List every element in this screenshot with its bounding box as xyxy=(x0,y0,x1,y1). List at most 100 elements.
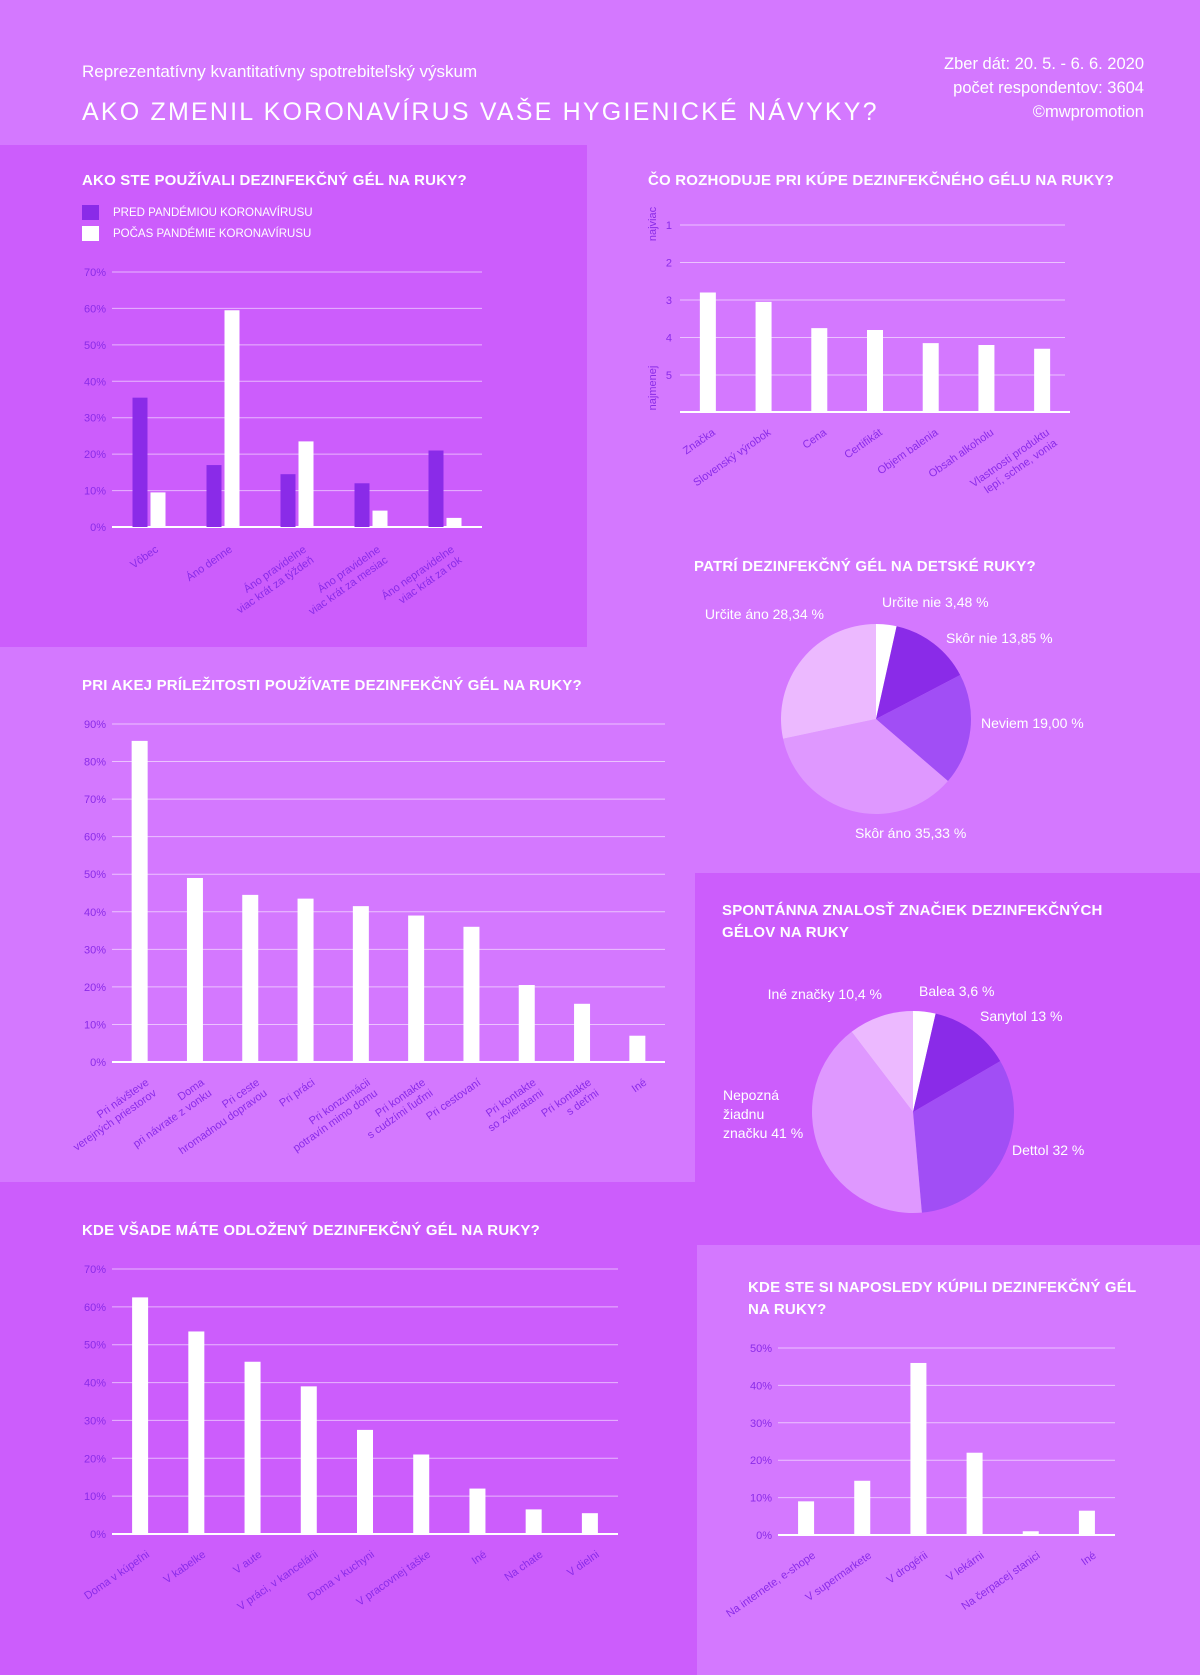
occasions-bar xyxy=(574,1003,591,1062)
header-subtitle: Reprezentatívny kvantitatívny spotrebite… xyxy=(82,62,478,81)
legend-swatch-before xyxy=(82,205,99,220)
kids-hands-slice-label: Určite nie 3,48 % xyxy=(882,594,989,610)
title-last-purchase: KDE STE SI NAPOSLEDY KÚPILI DEZINFEKČNÝ … xyxy=(748,1279,1137,1318)
gel-usage-bar-before xyxy=(428,450,444,527)
storage-ytick: 50% xyxy=(84,1340,106,1352)
purchase-factors-bar xyxy=(755,301,772,412)
occasions-category-label: Iné xyxy=(630,1077,649,1096)
last-purchase-bar xyxy=(910,1362,927,1535)
gel-usage-ytick: 70% xyxy=(84,267,106,279)
purchase-factors-ytick: 5 xyxy=(666,370,672,382)
purchase-factors-ytick: 2 xyxy=(666,258,672,270)
storage-ytick: 0% xyxy=(90,1529,106,1541)
kids-hands-slice-label: Skôr nie 13,85 % xyxy=(946,630,1053,646)
occasions-ytick: 30% xyxy=(84,944,106,956)
gel-usage-ytick: 30% xyxy=(84,413,106,425)
legend-during: POČAS PANDÉMIE KORONAVÍRUSU xyxy=(82,226,311,241)
last-purchase-ytick: 20% xyxy=(750,1455,772,1467)
kids-hands-slice-label: Skôr áno 35,33 % xyxy=(855,825,966,841)
occasions-ytick: 10% xyxy=(84,1019,106,1031)
gel-usage-bar-before xyxy=(354,483,370,527)
last-purchase-category-label: V drogérii xyxy=(885,1550,930,1587)
purchase-factors-category-label: Certifikát xyxy=(842,427,884,462)
last-purchase-ytick: 40% xyxy=(750,1380,772,1392)
gel-usage-category-label: Áno nepravidelneviac krát za rok xyxy=(379,543,464,614)
storage-bar xyxy=(244,1361,261,1534)
occasions-ytick: 40% xyxy=(84,907,106,919)
title-gel-usage: AKO STE POUŽÍVALI DEZINFEKČNÝ GÉL NA RUK… xyxy=(82,172,467,189)
gel-usage-category-label: Áno pravidelneviac krát za mesiac xyxy=(299,543,391,618)
occasions-ytick: 80% xyxy=(84,757,106,769)
storage-bar xyxy=(525,1509,542,1534)
last-purchase-ytick: 50% xyxy=(750,1343,772,1355)
storage-ytick: 30% xyxy=(84,1415,106,1427)
storage-bar xyxy=(132,1297,149,1534)
gel-usage-bar-during xyxy=(298,441,314,527)
last-purchase-ytick: 10% xyxy=(750,1493,772,1505)
kids-hands-slice-label: Neviem 19,00 % xyxy=(981,715,1084,731)
meta-respondents: počet respondentov: 3604 xyxy=(953,79,1144,97)
gel-usage-bar-during xyxy=(372,510,388,527)
gel-usage-bar-before xyxy=(280,474,296,527)
gel-usage-category-label: Áno denne xyxy=(184,543,235,584)
title-brand-awareness: SPONTÁNNA ZNALOSŤ ZNAČIEK DEZINFEKČNÝCH … xyxy=(722,902,1103,941)
occasions-ytick: 70% xyxy=(84,794,106,806)
occasions-bar xyxy=(242,894,259,1062)
title-kids-hands: PATRÍ DEZINFEKČNÝ GÉL NA DETSKÉ RUKY? xyxy=(694,558,1036,575)
brand-awareness-slice-label: Sanytol 13 % xyxy=(980,1008,1063,1024)
gel-usage-ytick: 20% xyxy=(84,449,106,461)
legend-swatch-during xyxy=(82,226,99,241)
brand-awareness-slice-label: Nepozná žiadnu značku 41 % xyxy=(723,1087,803,1141)
kids-hands-slice xyxy=(781,624,876,739)
brand-awareness-slice-label: Dettol 32 % xyxy=(1012,1142,1084,1158)
last-purchase-bar xyxy=(854,1480,871,1535)
storage-ytick: 10% xyxy=(84,1491,106,1503)
brand-awareness-slice xyxy=(913,1011,936,1112)
storage-ytick: 40% xyxy=(84,1378,106,1390)
occasions-category-label: Pri práci xyxy=(277,1077,317,1110)
last-purchase-bar xyxy=(966,1452,983,1535)
storage-category-label: Na chate xyxy=(502,1549,545,1584)
gel-usage-ytick: 50% xyxy=(84,340,106,352)
occasions-ytick: 0% xyxy=(90,1057,106,1069)
storage-bar xyxy=(357,1429,373,1534)
brand-awareness-slice-label: Iné značky 10,4 % xyxy=(768,986,882,1002)
legend-label-during: POČAS PANDÉMIE KORONAVÍRUSU xyxy=(113,227,312,240)
gel-usage-ytick: 0% xyxy=(90,522,106,534)
kids-hands-slice xyxy=(783,719,948,815)
legend-before: PRED PANDÉMIOU KORONAVÍRUSU xyxy=(82,205,313,220)
gel-usage-ytick: 10% xyxy=(84,486,106,498)
storage-category-label: V kabelke xyxy=(162,1549,208,1587)
last-purchase-category-label: Na internete, e-shope xyxy=(724,1550,818,1621)
title-purchase-factors: ČO ROZHODUJE PRI KÚPE DEZINFEKČNÉHO GÉLU… xyxy=(648,172,1114,189)
storage-category-label: V dielni xyxy=(565,1549,601,1580)
purchase-factors-ytick: 3 xyxy=(666,295,672,307)
purchase-factors-ylabel-top: najviac xyxy=(647,206,659,241)
last-purchase-ytick: 0% xyxy=(756,1530,772,1542)
occasions-bar xyxy=(629,1035,646,1062)
purchase-factors-bar xyxy=(922,343,939,412)
storage-ytick: 70% xyxy=(84,1264,106,1276)
gel-usage-bar-during xyxy=(446,517,462,527)
gel-usage-bar-before xyxy=(132,397,148,527)
kids-hands-slice xyxy=(876,626,961,719)
purchase-factors-bar xyxy=(978,345,995,412)
storage-category-label: Iné xyxy=(470,1549,489,1568)
kids-hands-slice-label: Určite áno 28,34 % xyxy=(705,606,824,622)
storage-ytick: 60% xyxy=(84,1302,106,1314)
kids-hands-slice xyxy=(876,674,972,782)
brand-awareness-slice-label: Balea 3,6 % xyxy=(919,983,995,999)
storage-category-label: V aute xyxy=(231,1549,264,1577)
panel-storage xyxy=(0,1182,697,1675)
title-storage: KDE VŠADE MÁTE ODLOŽENÝ DEZINFEKČNÝ GÉL … xyxy=(82,1222,540,1239)
occasions-bar xyxy=(297,898,314,1062)
last-purchase-ytick: 30% xyxy=(750,1418,772,1430)
occasions-category-label: Pri kontakteso zvieratami xyxy=(479,1077,546,1135)
last-purchase-bar xyxy=(1078,1510,1095,1535)
header-meta: Zber dát: 20. 5. - 6. 6. 2020 počet resp… xyxy=(944,52,1144,124)
occasions-bar xyxy=(186,877,203,1062)
brand-awareness-slice xyxy=(851,1011,913,1112)
storage-bar xyxy=(413,1454,430,1534)
brand-awareness-slice xyxy=(913,1061,1015,1213)
